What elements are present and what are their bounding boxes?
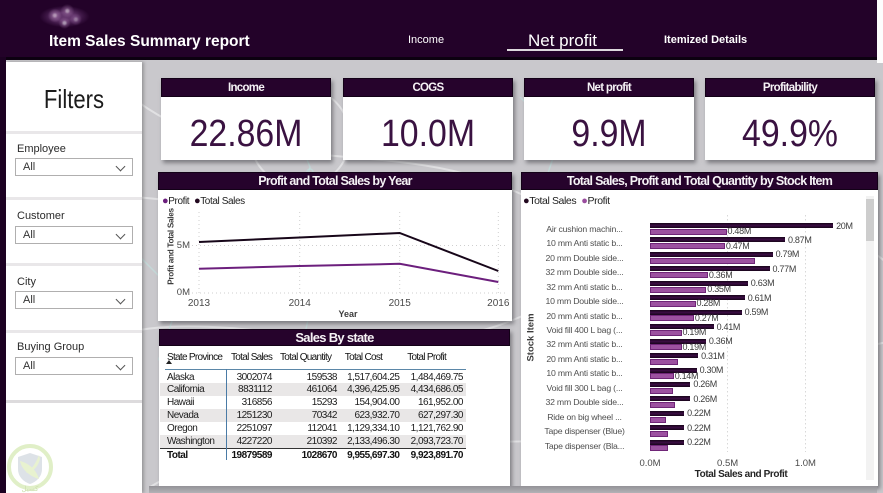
- svg-text:كسيل: كسيل: [22, 485, 40, 493]
